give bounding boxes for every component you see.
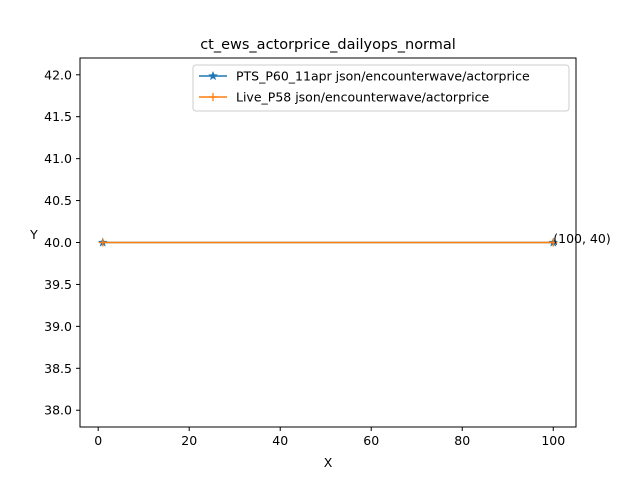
data-point-series-2 (549, 238, 558, 247)
y-axis: 38.0 38.5 39.0 39.5 40.0 40.5 41.0 41.5 42.0 (44, 67, 80, 418)
y-tick-label: 39.0 (44, 319, 72, 334)
x-tick-label: 40 (272, 433, 288, 448)
point-annotation: (100, 40) (553, 231, 610, 246)
x-axis-label: X (324, 455, 333, 470)
chart-title: ct_ews_actorprice_dailyops_normal (200, 37, 456, 53)
x-tick-label: 60 (363, 433, 379, 448)
y-tick-label: 38.5 (44, 361, 72, 376)
legend-marker-1 (208, 70, 218, 81)
legend: PTS_P60_11apr json/encounterwave/actorpr… (192, 64, 570, 112)
x-tick-label: 0 (94, 433, 102, 448)
data-point-series-2 (98, 238, 107, 247)
annotation-layer: (100, 40) (553, 231, 610, 246)
x-tick-label: 80 (454, 433, 470, 448)
y-tick-label: 40.0 (44, 235, 72, 250)
legend-box (192, 64, 570, 112)
x-axis: 0 20 40 60 80 100 (94, 427, 565, 448)
series-layer (97, 237, 559, 247)
y-tick-label: 40.5 (44, 193, 72, 208)
legend-marker-2 (209, 93, 217, 101)
y-tick-label: 41.0 (44, 151, 72, 166)
y-tick-label: 39.5 (44, 277, 72, 292)
y-tick-label: 42.0 (44, 67, 72, 82)
legend-label-1: PTS_P60_11apr json/encounterwave/actorpr… (236, 69, 530, 84)
x-tick-label: 100 (541, 433, 565, 448)
x-tick-label: 20 (181, 433, 197, 448)
y-tick-label: 38.0 (44, 403, 72, 418)
legend-label-2: Live_P58 json/encounterwave/actorprice (236, 90, 489, 105)
y-tick-label: 41.5 (44, 109, 72, 124)
y-axis-label: Y (29, 227, 38, 242)
